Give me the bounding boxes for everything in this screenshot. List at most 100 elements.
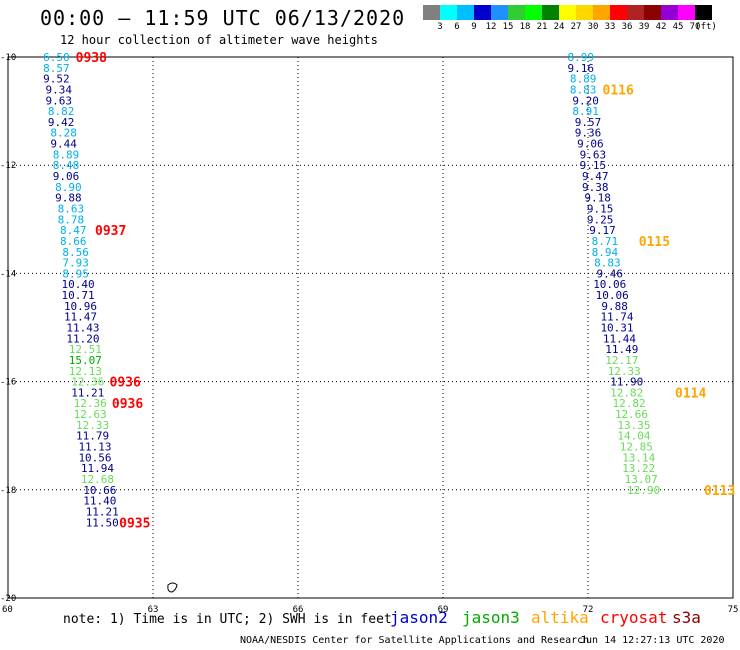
swh-value: 9.15 <box>587 202 614 215</box>
swh-value: 9.63 <box>580 148 607 161</box>
x-tick-label: 66 <box>293 605 304 615</box>
swh-value: 11.21 <box>71 386 104 399</box>
swh-value: 9.15 <box>580 159 607 172</box>
swh-value: 8.71 <box>592 235 619 248</box>
swh-value: 8.57 <box>43 62 70 75</box>
legend-swatch <box>593 5 610 20</box>
legend-label: 24 <box>553 22 565 32</box>
legend-swatch <box>474 5 491 20</box>
island-outline <box>167 582 178 593</box>
swh-value: 8.66 <box>60 235 87 248</box>
swh-value: 9.38 <box>582 181 609 194</box>
y-tick-label: -12 <box>0 161 16 171</box>
swh-value: 8.56 <box>62 246 89 259</box>
swh-value: 12.82 <box>610 386 643 399</box>
legend-swatch <box>610 5 627 20</box>
y-tick-label: -10 <box>0 53 16 63</box>
swh-value: 12.63 <box>74 408 107 421</box>
swh-value: 8.28 <box>50 127 77 140</box>
legend-swatch <box>508 5 525 20</box>
map-frame <box>7 56 734 599</box>
swh-value: 9.44 <box>50 138 77 151</box>
pass-time-label: 0114 <box>675 386 706 401</box>
legend-label: 70 <box>689 22 701 32</box>
satellite-label: altika <box>531 608 589 627</box>
swh-value: 8.94 <box>592 246 619 259</box>
x-tick-label: 69 <box>438 605 449 615</box>
legend-swatch <box>423 5 440 20</box>
swh-value: 11.21 <box>86 505 119 518</box>
satellite-label: cryosat <box>600 608 668 627</box>
swh-value: 12.51 <box>69 343 102 356</box>
swh-value: 8.83 <box>570 83 597 96</box>
swh-value: 9.88 <box>55 192 82 205</box>
pass-time-label: 0937 <box>95 224 126 239</box>
swh-value: 11.20 <box>66 332 99 345</box>
swh-value: 6.50 <box>43 51 70 64</box>
legend-swatch <box>644 5 661 20</box>
swh-value: 9.25 <box>587 213 614 226</box>
swh-value: 13.35 <box>617 419 650 432</box>
swh-value: 10.96 <box>64 300 97 313</box>
swh-value: 9.18 <box>584 192 611 205</box>
pass-time-label: 0938 <box>76 51 107 66</box>
y-tick-label: -18 <box>0 486 16 496</box>
legend-label: 27 <box>570 22 582 32</box>
y-tick-label: -14 <box>0 269 16 279</box>
swh-value: 11.49 <box>605 343 638 356</box>
swh-value: 9.36 <box>575 127 602 140</box>
legend-label: 21 <box>536 22 548 32</box>
legend-swatch <box>440 5 457 20</box>
legend-swatch <box>457 5 474 20</box>
page-subtitle: 12 hour collection of altimeter wave hei… <box>60 33 378 47</box>
swh-value: 9.42 <box>48 116 75 129</box>
legend-label: 45 <box>672 22 684 32</box>
swh-value: 9.17 <box>589 224 616 237</box>
swh-value: 13.14 <box>622 451 655 464</box>
legend-swatch <box>678 5 695 20</box>
swh-value: 8.89 <box>53 148 80 161</box>
page-title: 00:00 – 11:59 UTC 06/13/2020 <box>40 6 406 30</box>
pass-time-label: 0935 <box>119 516 150 531</box>
legend-label: 30 <box>587 22 599 32</box>
swh-value: 10.71 <box>62 289 95 302</box>
swh-value: 10.06 <box>593 278 626 291</box>
swh-value: 12.36 <box>74 397 107 410</box>
legend-label: (ft) <box>695 22 717 32</box>
swh-value: 8.47 <box>60 224 87 237</box>
swh-value: 9.16 <box>568 62 595 75</box>
swh-value: 13.07 <box>625 473 658 486</box>
swh-value: 12.13 <box>69 365 102 378</box>
swh-value: 9.06 <box>53 170 80 183</box>
swh-value: 7.93 <box>62 257 89 270</box>
swh-value: 9.63 <box>46 94 73 107</box>
swh-value: 11.40 <box>83 495 116 508</box>
swh-value: 12.33 <box>608 365 641 378</box>
legend-label: 9 <box>471 22 477 32</box>
swh-value: 12.36 <box>71 376 104 389</box>
satellite-label: jason2 <box>390 608 448 627</box>
swh-value: 8.83 <box>594 257 621 270</box>
satellite-label: s3a <box>672 608 701 627</box>
swh-value: 10.06 <box>596 289 629 302</box>
swh-value: 9.46 <box>597 267 624 280</box>
pass-time-label: 0116 <box>603 83 634 98</box>
swh-value: 14.04 <box>617 430 650 443</box>
swh-value: 9.20 <box>572 94 599 107</box>
color-legend-bar <box>423 5 712 20</box>
timestamp: Jun 14 12:27:13 UTC 2020 <box>580 635 725 646</box>
swh-value: 10.31 <box>600 322 633 335</box>
swh-value: 10.40 <box>62 278 95 291</box>
swh-value: 10.56 <box>78 451 111 464</box>
swh-value: 8.99 <box>568 51 595 64</box>
legend-swatch <box>491 5 508 20</box>
swh-value: 8.82 <box>48 105 75 118</box>
swh-value: 8.48 <box>53 159 80 172</box>
x-tick-label: 60 <box>2 605 13 615</box>
swh-value: 11.94 <box>81 462 114 475</box>
swh-value: 9.57 <box>575 116 602 129</box>
swh-value: 11.90 <box>610 376 643 389</box>
y-tick-label: -16 <box>0 378 16 388</box>
legend-swatch <box>542 5 559 20</box>
